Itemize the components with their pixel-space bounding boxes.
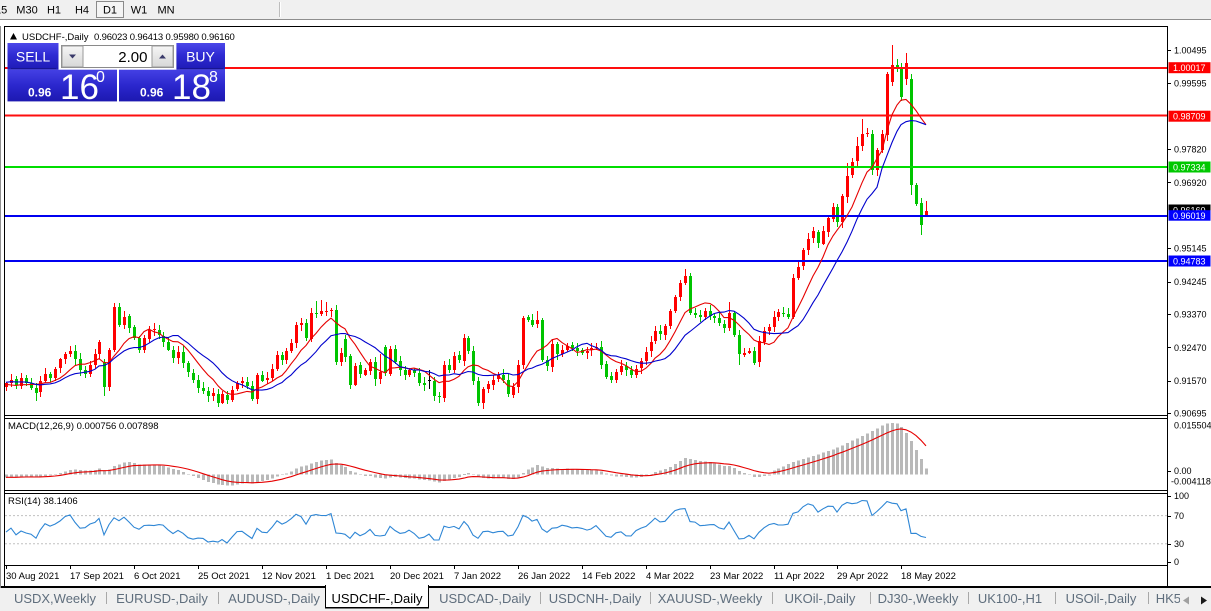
svg-text:USDCHF-,Daily: USDCHF-,Daily <box>332 591 424 606</box>
svg-text:0.96920: 0.96920 <box>1174 178 1207 188</box>
svg-text:6 Oct 2021: 6 Oct 2021 <box>134 571 180 582</box>
svg-text:1.00495: 1.00495 <box>1174 45 1207 55</box>
svg-text:H4: H4 <box>75 5 89 17</box>
svg-text:30 Aug 2021: 30 Aug 2021 <box>6 571 59 582</box>
svg-text:-0.004118: -0.004118 <box>1171 476 1211 486</box>
svg-text:0.92470: 0.92470 <box>1174 343 1207 353</box>
svg-text:DJ30-,Weekly: DJ30-,Weekly <box>878 591 959 606</box>
svg-text:18: 18 <box>172 68 211 107</box>
svg-text:100: 100 <box>1174 491 1189 501</box>
svg-text:UK100-,H1: UK100-,H1 <box>978 591 1042 606</box>
svg-text:7 Jan 2022: 7 Jan 2022 <box>454 571 501 582</box>
svg-text:BUY: BUY <box>186 49 215 65</box>
svg-text:25 Oct 2021: 25 Oct 2021 <box>198 571 250 582</box>
svg-text:SELL: SELL <box>16 49 50 65</box>
svg-text:1 Dec 2021: 1 Dec 2021 <box>326 571 375 582</box>
svg-text:16: 16 <box>60 68 99 107</box>
svg-text:USOil-,Daily: USOil-,Daily <box>1066 591 1137 606</box>
svg-text:M30: M30 <box>16 5 37 17</box>
svg-text:0: 0 <box>96 69 105 86</box>
svg-text:4 Mar 2022: 4 Mar 2022 <box>646 571 694 582</box>
svg-text:0.91570: 0.91570 <box>1174 376 1207 386</box>
svg-text:0.94783: 0.94783 <box>1173 257 1206 267</box>
svg-text:20 Dec 2021: 20 Dec 2021 <box>390 571 444 582</box>
svg-text:26 Jan 2022: 26 Jan 2022 <box>518 571 570 582</box>
svg-text:USDCAD-,Daily: USDCAD-,Daily <box>439 591 531 606</box>
svg-text:0.93370: 0.93370 <box>1174 310 1207 320</box>
svg-text:MN: MN <box>157 5 174 17</box>
svg-text:2.00: 2.00 <box>118 49 147 66</box>
svg-text:0.96: 0.96 <box>140 86 164 100</box>
svg-text:0.015504: 0.015504 <box>1174 421 1211 431</box>
svg-text:0.97820: 0.97820 <box>1174 145 1207 155</box>
svg-text:0.96019: 0.96019 <box>1173 211 1206 221</box>
svg-text:0.97334: 0.97334 <box>1173 163 1206 173</box>
svg-text:0.96023 0.96413 0.95980 0.9616: 0.96023 0.96413 0.95980 0.96160 <box>94 32 235 43</box>
svg-text:0.00: 0.00 <box>1174 466 1192 476</box>
svg-text:USDCHF-,Daily: USDCHF-,Daily <box>22 32 89 43</box>
svg-text:USDX,Weekly: USDX,Weekly <box>14 591 97 606</box>
svg-text:11 Apr 2022: 11 Apr 2022 <box>774 571 825 582</box>
svg-text:H1: H1 <box>47 5 61 17</box>
svg-text:1.00017: 1.00017 <box>1173 63 1206 73</box>
svg-text:12 Nov 2021: 12 Nov 2021 <box>262 571 316 582</box>
svg-text:W1: W1 <box>131 5 148 17</box>
svg-text:0.90695: 0.90695 <box>1174 409 1207 419</box>
svg-text:0: 0 <box>1174 557 1179 567</box>
svg-text:D1: D1 <box>103 5 117 17</box>
svg-text:0.98709: 0.98709 <box>1173 112 1206 122</box>
svg-text:MACD(12,26,9) 0.000756 0.00789: MACD(12,26,9) 0.000756 0.007898 <box>8 421 159 432</box>
svg-text:EURUSD-,Daily: EURUSD-,Daily <box>116 591 208 606</box>
svg-text:AUDUSD-,Daily: AUDUSD-,Daily <box>228 591 320 606</box>
svg-text:0.96: 0.96 <box>28 86 52 100</box>
svg-text:0.95145: 0.95145 <box>1174 244 1207 254</box>
svg-text:0.99595: 0.99595 <box>1174 79 1207 89</box>
svg-text:17 Sep 2021: 17 Sep 2021 <box>70 571 124 582</box>
svg-text:29 Apr 2022: 29 Apr 2022 <box>837 571 888 582</box>
svg-text:18 May 2022: 18 May 2022 <box>901 571 956 582</box>
svg-text:RSI(14) 38.1406: RSI(14) 38.1406 <box>8 496 78 507</box>
svg-text:14 Feb 2022: 14 Feb 2022 <box>582 571 635 582</box>
svg-text:USDCNH-,Daily: USDCNH-,Daily <box>549 591 642 606</box>
svg-text:70: 70 <box>1174 511 1184 521</box>
svg-text:XAUUSD-,Weekly: XAUUSD-,Weekly <box>658 591 763 606</box>
svg-text:0.94245: 0.94245 <box>1174 277 1207 287</box>
svg-text:UKOil-,Daily: UKOil-,Daily <box>785 591 856 606</box>
svg-text:8: 8 <box>209 69 218 86</box>
svg-text:30: 30 <box>1174 539 1184 549</box>
svg-text:15: 15 <box>0 5 7 17</box>
svg-text:23 Mar 2022: 23 Mar 2022 <box>710 571 763 582</box>
